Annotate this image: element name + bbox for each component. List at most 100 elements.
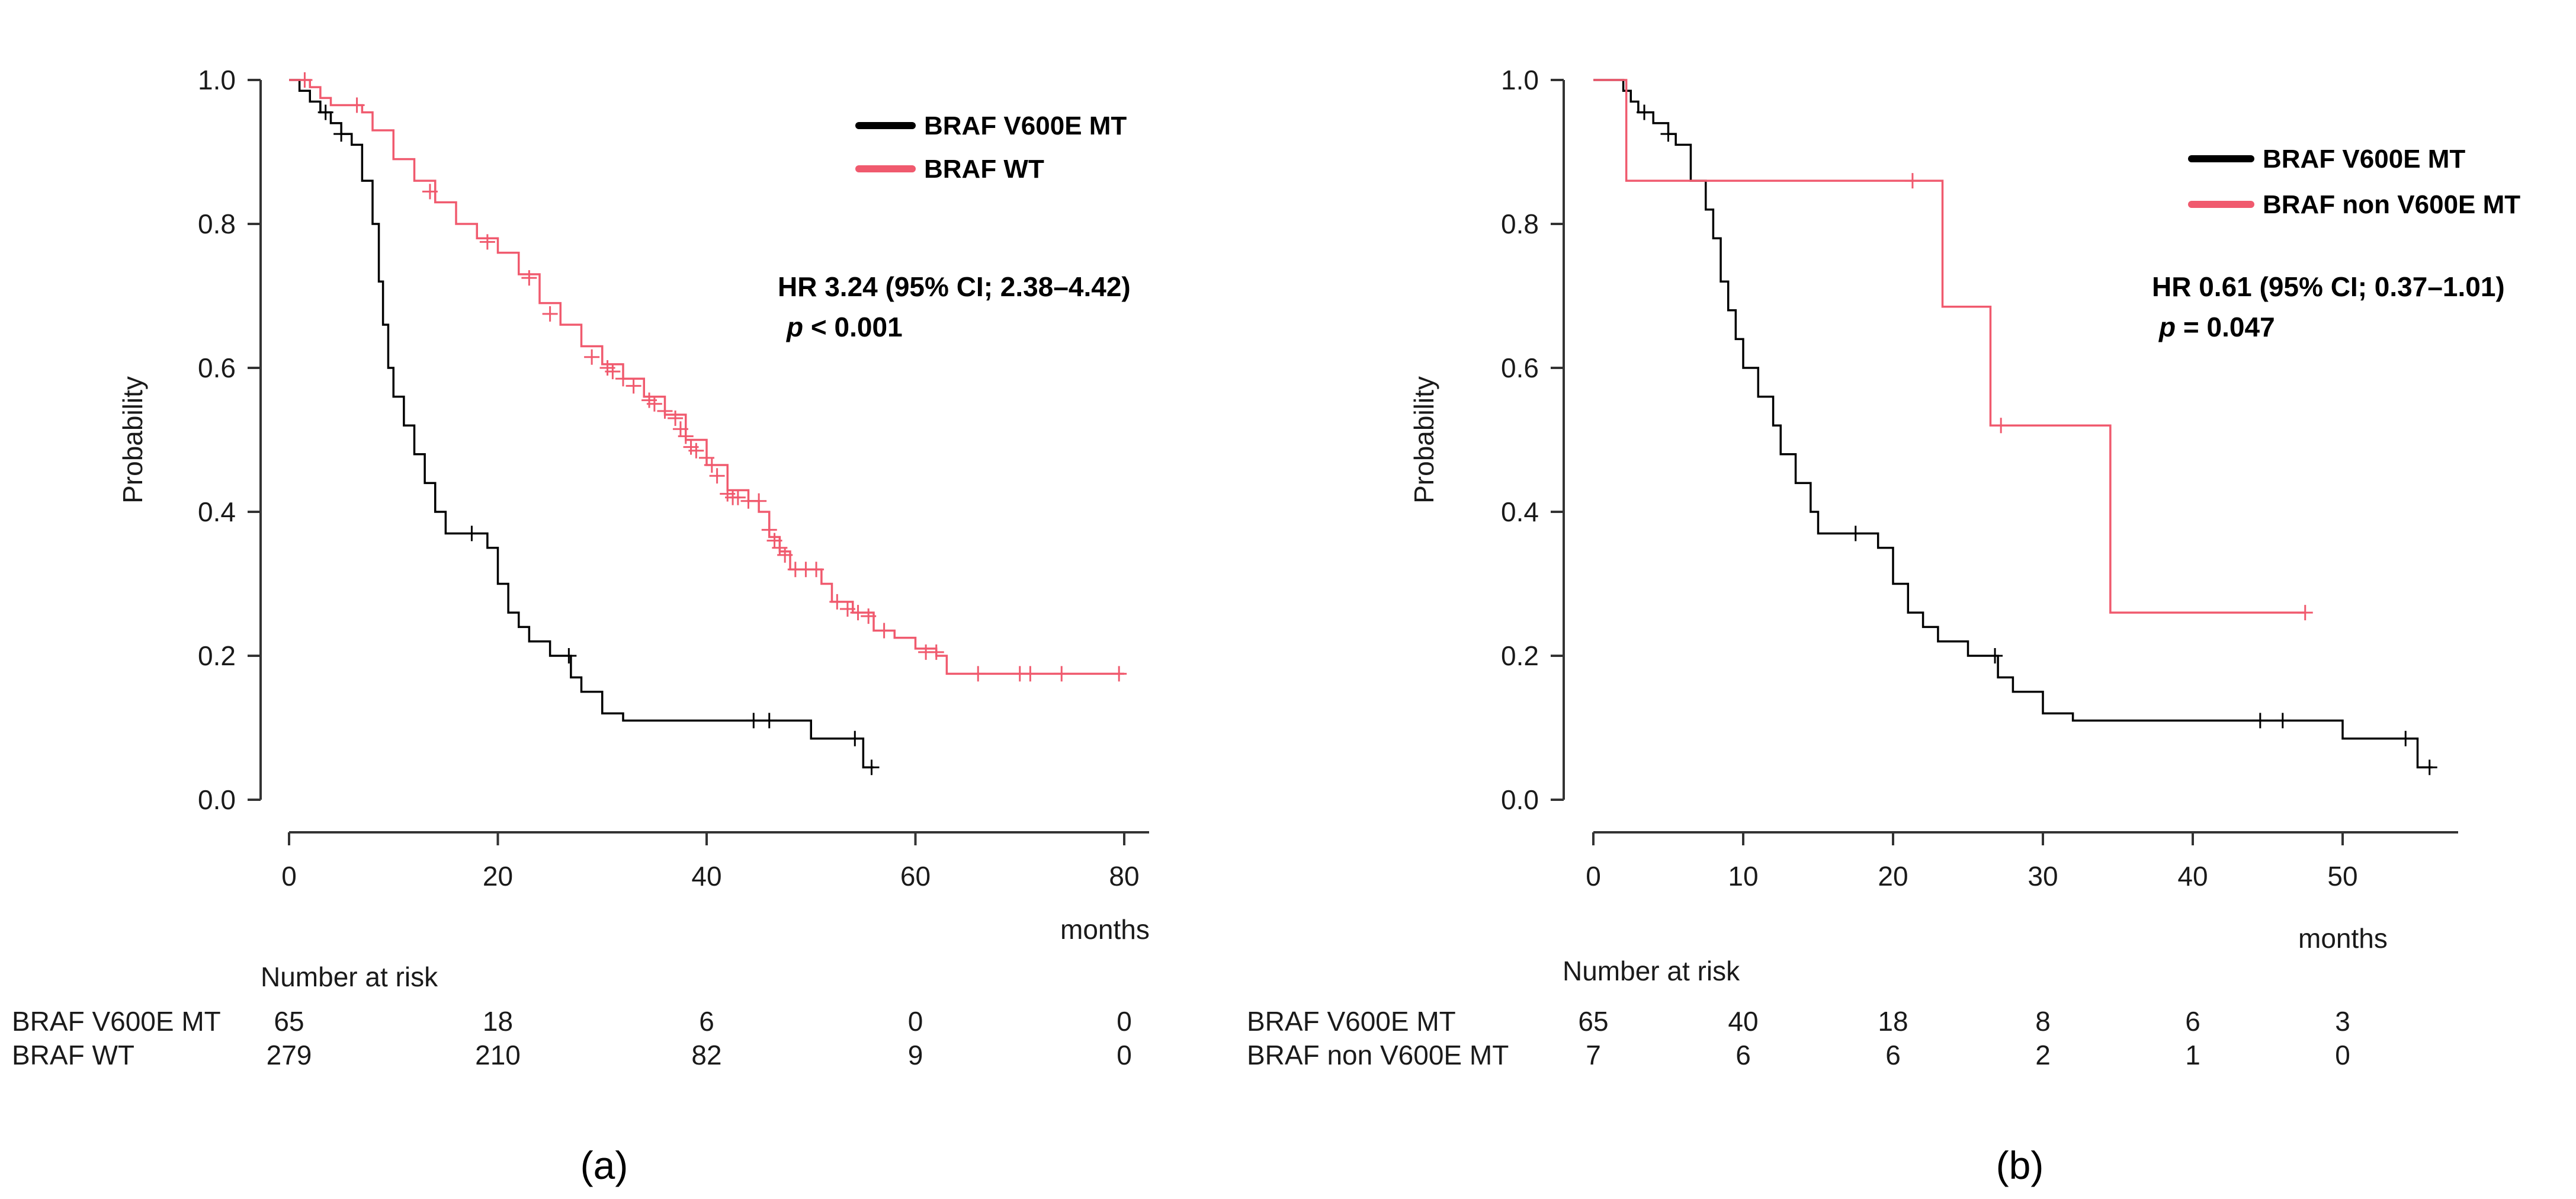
p-value-text: = 0.047 (2176, 312, 2275, 342)
p-value-annotation: p = 0.047 (2158, 312, 2275, 342)
censor-mark (2398, 730, 2414, 746)
censor-mark (297, 72, 313, 88)
censor-mark (561, 648, 577, 663)
y-axis-label: Probability (1409, 376, 1439, 504)
panel-label: (a) (580, 1143, 628, 1187)
censor-mark (605, 364, 621, 380)
censor-mark (839, 601, 855, 617)
censor-mark (730, 489, 746, 505)
censor-mark (422, 184, 438, 200)
censor-mark (678, 428, 694, 444)
censor-mark (625, 378, 641, 394)
x-axis-label: months (2298, 923, 2388, 954)
risk-count: 2 (2035, 1040, 2051, 1070)
censor-mark (1054, 666, 1070, 682)
km-panel-b: 0.00.20.40.60.81.00 10 20 30 40 50Probability… (1247, 65, 2520, 1187)
censor-mark (861, 608, 877, 624)
hr-annotation: HR 0.61 (95% CI; 0.37–1.01) (2152, 271, 2505, 302)
risk-count: 18 (483, 1006, 513, 1037)
survival-curve (1593, 79, 2433, 769)
censor-mark (657, 403, 673, 419)
x-tick-label: 20 (1878, 861, 1908, 892)
risk-count: 6 (1735, 1040, 1751, 1070)
y-tick-label: 0.4 (198, 496, 236, 527)
risk-count: 6 (2185, 1006, 2200, 1037)
x-tick-label: 60 (900, 861, 931, 892)
censor-mark (777, 547, 793, 563)
censor-mark (668, 411, 684, 427)
risk-count: 6 (1885, 1040, 1901, 1070)
censor-mark (1904, 173, 1920, 189)
x-tick-label: 20 (483, 861, 513, 892)
risk-count: 40 (1728, 1006, 1758, 1037)
censor-mark (615, 371, 631, 387)
censor-mark (542, 306, 558, 322)
risk-table-title: Number at risk (261, 961, 438, 992)
y-tick-label: 0.4 (1501, 496, 1539, 527)
risk-count: 18 (1878, 1006, 1908, 1037)
risk-count: 6 (699, 1006, 714, 1037)
censor-mark (864, 759, 880, 775)
km-series-mt (289, 79, 880, 775)
risk-row-label: BRAF V600E MT (1247, 1006, 1456, 1037)
censor-mark (809, 562, 825, 578)
censor-mark (317, 104, 333, 120)
censor-mark (1660, 126, 1676, 142)
risk-row-label: BRAF WT (12, 1040, 134, 1070)
p-value-annotation: p < 0.001 (785, 312, 903, 342)
censor-mark (646, 396, 662, 412)
censor-mark (584, 349, 600, 365)
risk-row-label: BRAF V600E MT (12, 1006, 221, 1037)
x-tick-label: 30 (2028, 861, 2058, 892)
y-tick-label: 0.6 (198, 352, 236, 383)
y-tick-label: 0.6 (1501, 352, 1539, 383)
censor-mark (2275, 713, 2291, 729)
risk-count: 8 (2035, 1006, 2051, 1037)
y-tick-label: 0.8 (198, 209, 236, 239)
censor-mark (521, 270, 537, 286)
risk-count: 0 (1117, 1006, 1132, 1037)
y-tick-label: 1.0 (1501, 65, 1539, 95)
censor-mark (709, 468, 725, 484)
censor-mark (761, 522, 777, 538)
x-tick-label: 10 (1728, 861, 1758, 892)
x-tick-label: 50 (2327, 861, 2357, 892)
censor-mark (761, 713, 777, 729)
risk-count: 0 (2335, 1040, 2350, 1070)
censor-mark (333, 126, 349, 142)
km-series-other (289, 72, 1127, 682)
risk-count: 65 (274, 1006, 304, 1037)
legend-label: BRAF V600E MT (924, 111, 1127, 140)
risk-count: 0 (908, 1006, 923, 1037)
censor-mark (876, 623, 892, 639)
censor-mark (349, 97, 365, 113)
x-tick-label: 40 (2177, 861, 2208, 892)
legend-label: BRAF non V600E MT (2263, 190, 2520, 219)
censor-mark (2421, 759, 2437, 775)
km-series-other (1593, 79, 2313, 621)
risk-count: 7 (1586, 1040, 1601, 1070)
legend-label: BRAF WT (924, 155, 1044, 184)
x-tick-label: 40 (691, 861, 721, 892)
y-tick-label: 0.0 (1501, 784, 1539, 815)
risk-count: 0 (1117, 1040, 1132, 1070)
x-tick-label: 80 (1109, 861, 1139, 892)
x-tick-label: 0 (281, 861, 297, 892)
risk-count: 65 (1578, 1006, 1608, 1037)
risk-count: 1 (2185, 1040, 2200, 1070)
censor-mark (850, 605, 866, 621)
censor-mark (704, 457, 720, 473)
risk-table-title: Number at risk (1563, 956, 1740, 986)
x-axis-label: months (1060, 914, 1150, 945)
legend-label: BRAF V600E MT (2263, 145, 2465, 174)
censor-mark (928, 644, 944, 660)
km-panel-a: 0.00.20.40.60.81.00 20 40 60 80Probabilitymo… (12, 65, 1150, 1187)
censor-mark (1987, 648, 2003, 663)
risk-count: 9 (908, 1040, 923, 1070)
x-tick-label: 0 (1586, 861, 1601, 892)
risk-count: 210 (475, 1040, 521, 1070)
risk-row-label: BRAF non V600E MT (1247, 1040, 1509, 1070)
survival-curve (1593, 79, 2305, 614)
censor-mark (1637, 104, 1653, 120)
censor-mark (479, 234, 495, 250)
